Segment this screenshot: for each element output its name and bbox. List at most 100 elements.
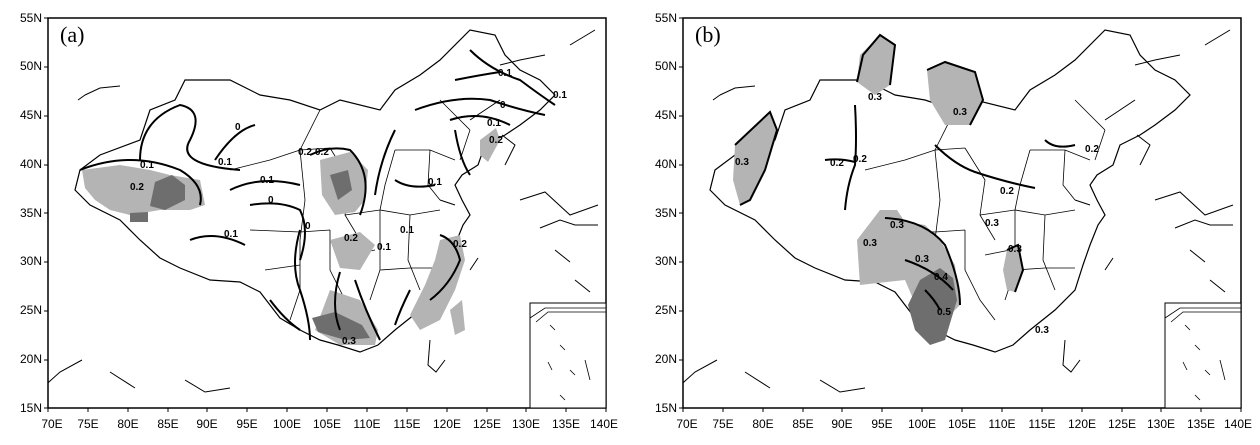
contour-label: 0.2 [344, 233, 358, 244]
y-tick: 30N [20, 254, 42, 268]
contour-label: 0.1 [218, 157, 232, 168]
y-tick: 25N [655, 303, 677, 317]
x-tick: 110E [353, 417, 380, 431]
y-tick: 45N [655, 108, 677, 122]
contour-label: 0.2 [1085, 144, 1099, 155]
contour-label: 0.2 [315, 147, 329, 158]
y-tick: 15N [20, 401, 42, 415]
shade-loess-dark [330, 170, 352, 200]
x-tick: 120E [433, 417, 461, 431]
contour-label: 0.2 [489, 135, 503, 146]
contour-label: 0.4 [934, 272, 948, 283]
x-tick: 120E [1068, 417, 1096, 431]
contour-label: 0.2 [1000, 186, 1014, 197]
shade-taiwan-light [450, 300, 465, 335]
shade-central-light-b [1003, 245, 1023, 292]
contour-label: 0.3 [953, 107, 967, 118]
contour-label: 0 [500, 100, 506, 111]
y-tick: 45N [20, 108, 42, 122]
shade-ne-light [480, 128, 500, 162]
x-tick: 90E [196, 417, 217, 431]
y-tick: 20N [655, 352, 677, 366]
y-tick: 35N [655, 206, 677, 220]
y-tick: 50N [655, 59, 677, 73]
contour-label: 0.5 [937, 307, 951, 318]
inset-map-a [529, 302, 606, 408]
x-axis-a: 70E 75E 80E 85E 90E 95E 100E 105E 110E 1… [41, 417, 618, 431]
contour-label: 0 [305, 221, 311, 232]
x-tick: 125E [1108, 417, 1136, 431]
shade-south-dark [312, 312, 370, 340]
x-tick: 90E [831, 417, 852, 431]
x-tick: 70E [676, 417, 697, 431]
panel-b: 0.3 0.3 0.3 0.2 0.2 0.2 0.2 0.3 0.3 0.3 … [655, 11, 1252, 431]
x-tick: 140E [590, 417, 618, 431]
contour-label: 0.3 [868, 92, 882, 103]
inset-map-b [1164, 302, 1241, 408]
x-tick: 80E [752, 417, 773, 431]
y-tick: 35N [20, 206, 42, 220]
x-tick: 85E [157, 417, 178, 431]
contour-label: 0.3 [915, 254, 929, 265]
contour-label: 0.1 [377, 242, 391, 253]
contour-label: 0.1 [260, 175, 274, 186]
x-tick: 125E [473, 417, 501, 431]
y-tick: 25N [20, 303, 42, 317]
contour-label: 0.3 [342, 336, 356, 347]
y-tick: 30N [655, 254, 677, 268]
x-tick: 115E [1028, 417, 1055, 431]
shade-west-dark [150, 175, 185, 210]
shade-sw-dark-b [908, 268, 957, 345]
contour-label: 0.1 [428, 177, 442, 188]
x-tick: 105E [948, 417, 976, 431]
y-tick: 55N [20, 11, 42, 25]
x-tick: 100E [908, 417, 936, 431]
panel-label: (a) [60, 22, 84, 47]
x-tick: 70E [41, 417, 62, 431]
y-axis-b: 55N 50N 45N 40N 35N 30N 25N 20N 15N [655, 11, 677, 415]
shade-sichuan-light [330, 232, 375, 270]
contour-label: 0.1 [498, 68, 512, 79]
x-tick: 80E [117, 417, 138, 431]
x-tick: 95E [871, 417, 892, 431]
contour-label: 0.2 [130, 182, 144, 193]
shade-ne-light-b [927, 62, 983, 125]
x-tick: 75E [77, 417, 98, 431]
x-tick: 115E [393, 417, 420, 431]
contour-label: 0.1 [553, 90, 567, 101]
x-tick: 75E [712, 417, 733, 431]
contour-label: 0.1 [487, 118, 501, 129]
contour-label: 0.3 [1035, 325, 1049, 336]
x-tick: 85E [792, 417, 813, 431]
contour-label: 0.1 [224, 229, 238, 240]
contour-label: 0.3 [735, 157, 749, 168]
shade-west-light-b [733, 112, 777, 205]
y-tick: 15N [655, 401, 677, 415]
contour-label: 0.2 [298, 147, 312, 158]
x-tick: 130E [1147, 417, 1175, 431]
contour-label: 0.2 [830, 158, 844, 169]
x-tick: 135E [1187, 417, 1215, 431]
contour-label: 0.1 [400, 225, 414, 236]
x-tick: 140E [1224, 417, 1252, 431]
contour-label: 0.3 [985, 218, 999, 229]
panel-label: (b) [695, 22, 721, 47]
y-tick: 40N [20, 157, 42, 171]
x-tick: 135E [552, 417, 580, 431]
contour-label: 0.3 [890, 220, 904, 231]
panel-a: 0.1 0.2 0 0.1 0.1 0 0.1 0 0.2 0.2 0.1 0.… [20, 11, 618, 431]
contour-label: 0.3 [1008, 244, 1022, 255]
contour-label: 0.2 [453, 239, 467, 250]
y-tick: 55N [655, 11, 677, 25]
contour-label: 0 [268, 195, 274, 206]
contour-label: 0.3 [863, 238, 877, 249]
x-axis-b: 70E 75E 80E 85E 90E 95E 100E 105E 110E 1… [676, 417, 1252, 431]
x-tick: 105E [313, 417, 341, 431]
x-tick: 130E [512, 417, 540, 431]
x-tick: 95E [236, 417, 257, 431]
contour-label: 0.2 [853, 154, 867, 165]
y-axis-a: 55N 50N 45N 40N 35N 30N 25N 20N 15N [20, 11, 42, 415]
y-tick: 40N [655, 157, 677, 171]
